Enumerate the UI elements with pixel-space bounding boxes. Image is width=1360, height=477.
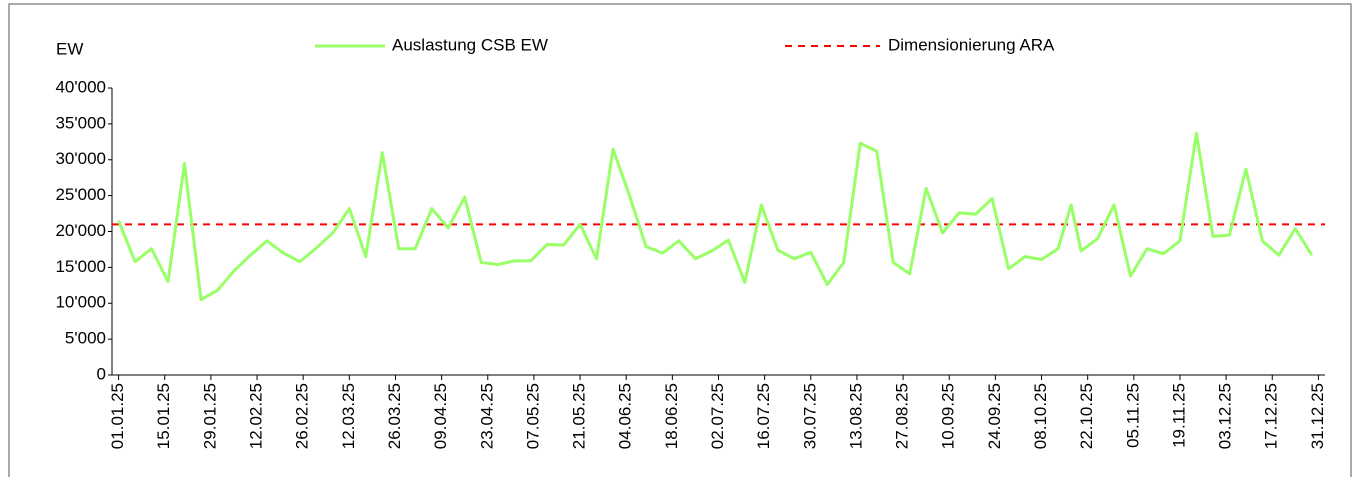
x-tick-label: 04.06.25 — [616, 383, 635, 449]
x-tick-label: 18.06.25 — [662, 383, 681, 449]
data-line — [117, 131, 1314, 302]
x-tick-label: 17.12.25 — [1262, 383, 1281, 449]
x-tick-label: 05.11.25 — [1123, 383, 1142, 448]
x-tick-label: 26.02.25 — [293, 383, 312, 449]
x-tick-label: 12.02.25 — [247, 383, 266, 449]
x-tick-label: 22.10.25 — [1077, 383, 1096, 449]
x-tick-label: 26.03.25 — [385, 383, 404, 449]
x-tick-label: 19.11.25 — [1169, 383, 1188, 448]
x-tick-label: 29.01.25 — [200, 383, 219, 449]
x-tick-label: 31.12.25 — [1308, 383, 1327, 449]
x-tick-label: 23.04.25 — [477, 383, 496, 449]
frame — [8, 3, 1352, 477]
x-tick-label: 01.01.25 — [108, 383, 127, 449]
y-tick-label: 40'000 — [55, 77, 106, 96]
y-tick-label: 25'000 — [55, 185, 106, 204]
y-tick-label: 20'000 — [55, 221, 106, 240]
x-tick-label: 13.08.25 — [846, 383, 865, 449]
x-tick-label: 10.09.25 — [939, 383, 958, 449]
x-tick-label: 24.09.25 — [985, 383, 1004, 449]
x-tick-label: 07.05.25 — [523, 383, 542, 449]
x-tick-label: 16.07.25 — [754, 383, 773, 449]
x-tick-label: 09.04.25 — [431, 383, 450, 449]
x-tick-label: 21.05.25 — [570, 383, 589, 449]
x-tick-label: 12.03.25 — [339, 383, 358, 449]
legend-label: Dimensionierung ARA — [888, 35, 1055, 54]
y-axis-label: EW — [56, 39, 83, 58]
x-tick-label: 30.07.25 — [800, 383, 819, 449]
y-tick-label: 5'000 — [65, 329, 106, 348]
x-tick-label: 27.08.25 — [893, 383, 912, 449]
y-tick-label: 10'000 — [55, 293, 106, 312]
x-tick-label: 03.12.25 — [1216, 383, 1235, 449]
y-tick-label: 35'000 — [55, 113, 106, 132]
y-tick-label: 0 — [97, 364, 106, 383]
y-tick-label: 30'000 — [55, 149, 106, 168]
x-tick-label: 02.07.25 — [708, 383, 727, 449]
x-tick-label: 08.10.25 — [1031, 383, 1050, 449]
y-tick-label: 15'000 — [55, 257, 106, 276]
legend-label: Auslastung CSB EW — [392, 35, 548, 54]
x-tick-label: 15.01.25 — [154, 383, 173, 449]
